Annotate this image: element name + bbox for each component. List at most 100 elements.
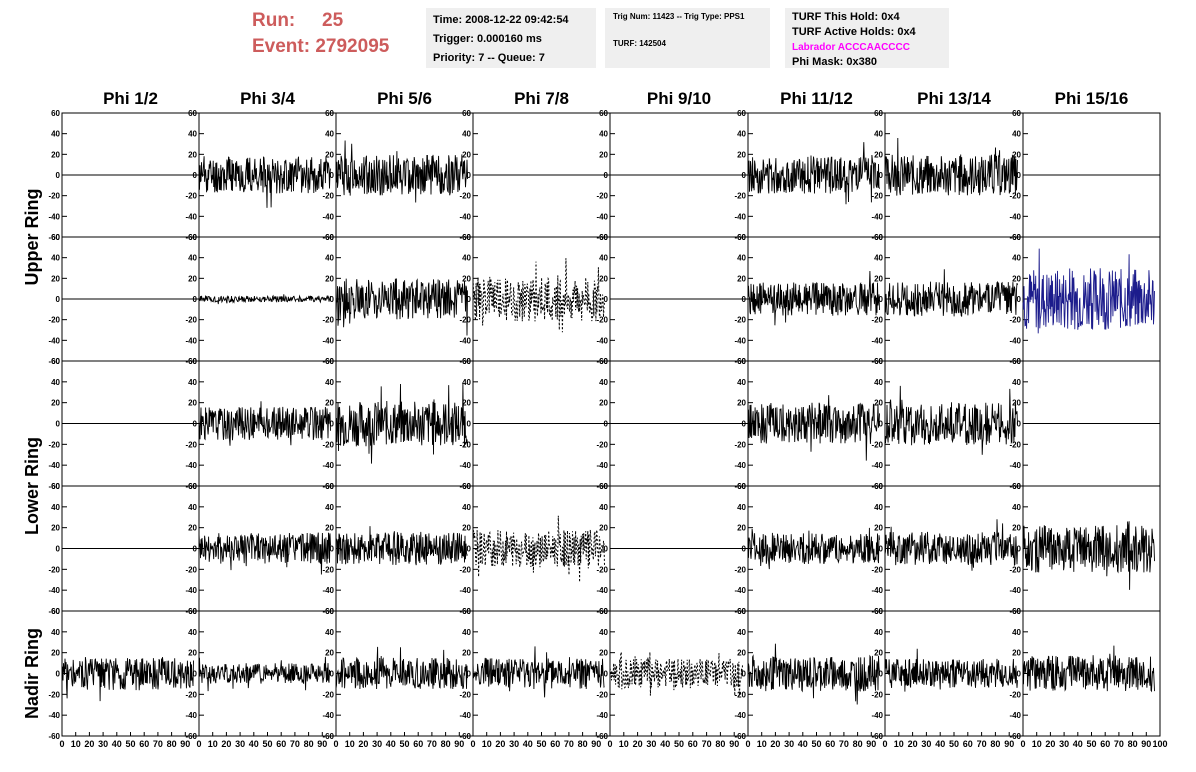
waveform-dashed: [472, 515, 605, 583]
y-tick-label: 0: [742, 670, 747, 679]
waveform: [198, 401, 331, 446]
waveform: [335, 140, 468, 203]
x-tick-label: 30: [1059, 739, 1069, 749]
y-tick-label: 40: [874, 254, 883, 263]
y-tick-label: 40: [188, 130, 197, 139]
x-tick-label: 40: [112, 739, 122, 749]
y-tick-label: 60: [599, 482, 608, 491]
x-tick-label: 60: [688, 739, 698, 749]
x-tick-label: 80: [715, 739, 725, 749]
x-tick-label: 90: [866, 739, 876, 749]
y-tick-label: 0: [879, 670, 884, 679]
y-tick-label: 60: [462, 233, 471, 242]
y-tick-label: 40: [737, 503, 746, 512]
y-tick-label: 60: [325, 233, 334, 242]
row-label: Upper Ring: [22, 189, 42, 286]
waveform: [884, 519, 1018, 571]
y-tick-label: 20: [51, 399, 60, 408]
y-tick-label: 0: [879, 545, 884, 554]
y-tick-label: 40: [1012, 254, 1021, 263]
y-tick-label: 60: [188, 109, 197, 118]
waveform: [884, 648, 1018, 692]
x-tick-label: 20: [908, 739, 918, 749]
y-tick-label: 20: [1012, 399, 1021, 408]
y-tick-label: 60: [599, 233, 608, 242]
turf-active-text: TURF Active Holds: 0x4: [792, 26, 916, 38]
x-tick-label: 50: [399, 739, 409, 749]
y-tick-label: 60: [874, 233, 883, 242]
y-tick-label: 60: [188, 233, 197, 242]
y-tick-label: -20: [185, 565, 197, 574]
y-tick-label: 0: [1017, 171, 1022, 180]
y-tick-label: -40: [185, 336, 197, 345]
y-tick-label: -40: [734, 586, 746, 595]
y-tick-label: 60: [188, 607, 197, 616]
x-tick-label: 30: [921, 739, 931, 749]
column-header: Phi 15/16: [1055, 89, 1129, 108]
y-tick-label: -60: [1009, 732, 1021, 741]
run-value: 25: [322, 10, 344, 31]
x-tick-label: 100: [1152, 739, 1167, 749]
y-tick-label: 40: [325, 378, 334, 387]
y-tick-label: -20: [1009, 440, 1021, 449]
y-tick-label: 20: [51, 524, 60, 533]
y-tick-label: 60: [325, 607, 334, 616]
x-tick-label: 50: [811, 739, 821, 749]
y-tick-label: 40: [874, 628, 883, 637]
y-tick-label: 0: [742, 295, 747, 304]
y-tick-label: -60: [48, 607, 60, 616]
x-tick-label: 70: [290, 739, 300, 749]
y-tick-label: -20: [322, 192, 334, 201]
y-tick-label: 40: [1012, 628, 1021, 637]
x-tick-label: 80: [304, 739, 314, 749]
y-tick-label: 40: [462, 130, 471, 139]
y-tick-label: -20: [48, 565, 60, 574]
y-tick-label: 20: [462, 399, 471, 408]
y-tick-label: -40: [1009, 586, 1021, 595]
x-tick-label: 40: [1073, 739, 1083, 749]
waveform: [198, 156, 331, 208]
x-tick-label: 30: [372, 739, 382, 749]
y-tick-label: 20: [51, 150, 60, 159]
x-tick-label: 80: [441, 739, 451, 749]
y-tick-label: 0: [467, 171, 472, 180]
y-tick-label: 60: [1012, 233, 1021, 242]
y-tick-label: 0: [879, 295, 884, 304]
y-tick-label: 40: [462, 254, 471, 263]
waveform: [199, 294, 331, 305]
y-tick-label: 0: [742, 420, 747, 429]
x-tick-label: 40: [798, 739, 808, 749]
y-tick-label: 0: [56, 171, 61, 180]
y-tick-label: 20: [599, 524, 608, 533]
y-tick-label: 0: [330, 545, 335, 554]
x-tick-label: 50: [125, 739, 135, 749]
y-tick-label: 60: [51, 607, 60, 616]
waveform: [747, 270, 880, 326]
trigger-text: Trigger: 0.000160 ms: [433, 33, 542, 45]
time-text: Time: 2008-12-22 09:42:54: [433, 14, 569, 26]
y-tick-label: 40: [325, 503, 334, 512]
y-tick-label: 20: [1012, 274, 1021, 283]
y-tick-label: 60: [462, 357, 471, 366]
x-tick-label: 70: [427, 739, 437, 749]
y-tick-label: -20: [871, 316, 883, 325]
x-tick-label: 30: [98, 739, 108, 749]
y-tick-label: 20: [599, 150, 608, 159]
waveform: [747, 142, 880, 205]
y-tick-label: -40: [185, 212, 197, 221]
y-tick-label: 40: [1012, 378, 1021, 387]
y-tick-label: 0: [330, 171, 335, 180]
y-tick-label: -60: [871, 732, 883, 741]
y-tick-label: 20: [737, 649, 746, 658]
y-tick-label: -20: [48, 192, 60, 201]
y-tick-label: 20: [51, 274, 60, 283]
y-tick-label: -20: [596, 192, 608, 201]
y-tick-label: -40: [596, 336, 608, 345]
waveform: [472, 646, 605, 698]
x-tick-label: 50: [262, 739, 272, 749]
waveform-dashed: [609, 651, 743, 696]
x-tick-label: 0: [59, 739, 64, 749]
y-tick-label: -20: [1009, 690, 1021, 699]
x-tick-label: 20: [495, 739, 505, 749]
x-tick-label: 60: [413, 739, 423, 749]
